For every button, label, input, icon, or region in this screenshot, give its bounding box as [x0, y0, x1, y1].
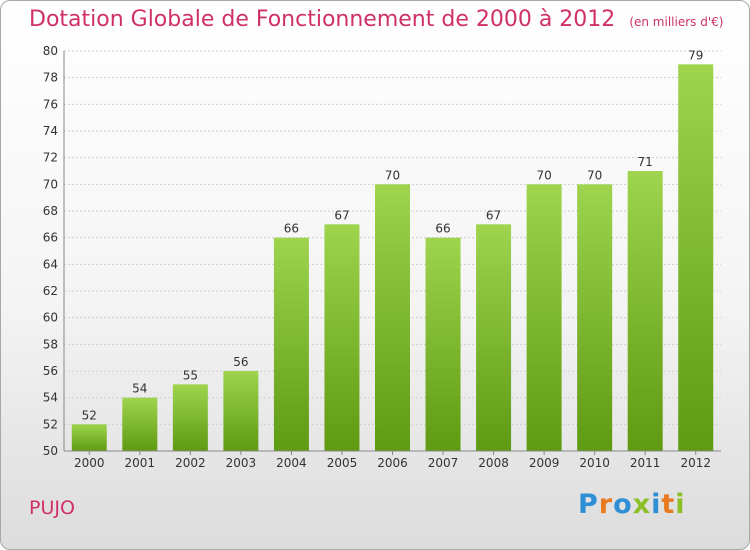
chart-title: Dotation Globale de Fonctionnement de 20… — [29, 7, 616, 32]
place-name: PUJO — [29, 497, 75, 519]
x-tick-label: 2000 — [74, 456, 105, 470]
bar-2002 — [172, 384, 208, 451]
value-label: 67 — [334, 208, 349, 222]
x-tick-label: 2012 — [680, 456, 711, 470]
axes: 50 52 54 56 58 60 62 64 66 68 70 72 74 76 78 80 52 2000 54… — [43, 44, 721, 470]
logo-letter: i — [675, 489, 686, 520]
y-tick-label: 60 — [43, 311, 58, 325]
value-label: 79 — [688, 48, 703, 62]
x-tick-label: 2004 — [276, 456, 307, 470]
y-tick-label: 64 — [43, 257, 58, 271]
x-tick-label: 2005 — [327, 456, 358, 470]
y-tick-label: 62 — [43, 284, 58, 298]
value-label: 70 — [536, 168, 551, 182]
y-tick-label: 74 — [43, 124, 58, 138]
x-tick-label: 2002 — [175, 456, 206, 470]
logo-letter: x — [632, 489, 652, 520]
y-tick-label: 70 — [43, 177, 58, 191]
value-label: 70 — [587, 168, 602, 182]
bar-2007 — [425, 237, 461, 451]
bar-2003 — [223, 371, 259, 451]
value-label: 56 — [233, 355, 248, 369]
proxiti-logo: Proxiti — [578, 489, 686, 520]
value-label: 55 — [183, 368, 198, 382]
x-tick-label: 2008 — [478, 456, 509, 470]
x-tick-label: 2010 — [579, 456, 610, 470]
logo-letter: P — [578, 489, 599, 520]
x-tick-label: 2009 — [529, 456, 560, 470]
bar-2005 — [324, 224, 360, 451]
bar-2004 — [273, 237, 309, 451]
value-label: 71 — [638, 155, 653, 169]
y-tick-label: 66 — [43, 231, 58, 245]
x-tick-label: 2011 — [630, 456, 661, 470]
y-tick-label: 78 — [43, 71, 58, 85]
value-label: 66 — [435, 222, 450, 236]
y-tick-label: 68 — [43, 204, 58, 218]
bars — [71, 64, 714, 452]
bar-2011 — [627, 171, 663, 451]
value-label: 70 — [385, 168, 400, 182]
chart-subtitle: (en milliers d'€) — [629, 15, 724, 29]
bar-2009 — [526, 184, 562, 452]
title-row: Dotation Globale de Fonctionnement de 20… — [29, 7, 723, 32]
y-tick-label: 50 — [43, 444, 58, 458]
x-tick-label: 2001 — [125, 456, 156, 470]
logo-letter: r — [598, 489, 614, 520]
logo-letter: o — [613, 489, 633, 520]
x-tick-label: 2003 — [226, 456, 257, 470]
bar-2008 — [476, 224, 512, 451]
x-tick-label: 2007 — [428, 456, 459, 470]
y-tick-label: 58 — [43, 337, 58, 351]
x-tick-label: 2006 — [377, 456, 408, 470]
logo-letter: i — [651, 489, 662, 520]
bar-2010 — [577, 184, 613, 452]
value-label: 54 — [132, 382, 147, 396]
y-tick-label: 52 — [43, 417, 58, 431]
y-tick-label: 72 — [43, 151, 58, 165]
logo-letter: t — [661, 489, 676, 520]
y-tick-label: 76 — [43, 97, 58, 111]
bar-2001 — [122, 397, 158, 451]
y-tick-label: 56 — [43, 364, 58, 378]
bar-2006 — [375, 184, 410, 452]
value-label: 52 — [82, 408, 97, 422]
bar-2000 — [71, 424, 107, 451]
value-label: 67 — [486, 208, 501, 222]
y-tick-label: 80 — [43, 44, 58, 58]
bar-2012 — [678, 64, 714, 452]
y-tick-label: 54 — [43, 391, 58, 405]
value-label: 66 — [284, 222, 299, 236]
